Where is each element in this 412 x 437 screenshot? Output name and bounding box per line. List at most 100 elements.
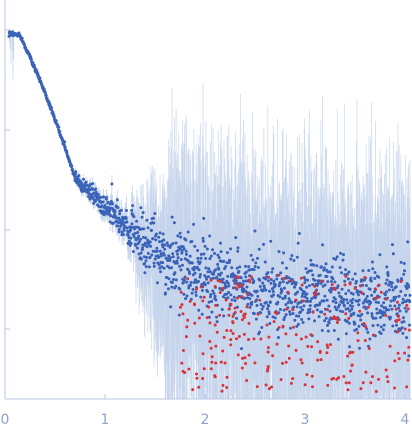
data-point [368,287,372,291]
data-point [357,324,361,328]
data-point [234,236,238,240]
data-point [327,321,331,325]
data-point [44,93,48,97]
outlier-point [316,358,320,362]
data-point [106,200,110,204]
outlier-point [245,378,249,382]
data-point [296,241,300,245]
data-point [373,276,377,280]
data-point [116,224,120,228]
outlier-point [397,314,401,318]
outlier-point [275,312,279,316]
data-point [100,204,104,208]
data-point [245,285,249,289]
data-point [210,299,214,303]
data-point [121,221,125,225]
data-point [137,234,141,238]
data-point [166,287,170,291]
data-point [122,228,126,232]
outlier-point [346,388,350,392]
data-point [184,249,188,253]
outlier-point [326,383,330,387]
outlier-point [223,361,227,365]
outlier-point [284,332,288,336]
data-point [203,283,207,287]
data-point [127,239,131,243]
data-point [297,314,301,318]
outlier-point [213,323,217,327]
data-point [129,228,133,232]
data-point [326,270,330,274]
data-point [219,271,223,275]
data-point [315,308,319,312]
outlier-point [218,279,222,283]
outlier-point [407,328,411,332]
data-point [382,301,386,305]
data-point [219,241,223,245]
data-point [301,321,305,325]
data-point [333,297,337,301]
data-point [236,246,240,250]
x-tick-label: 0 [1,412,10,428]
data-point [159,270,163,274]
data-point [401,316,405,320]
data-point [245,296,249,300]
outlier-point [350,363,354,367]
data-point [152,221,156,225]
data-point [143,271,147,275]
outlier-point [397,357,401,361]
outlier-point [271,354,275,358]
outlier-point [180,303,184,307]
data-point [147,265,151,269]
outlier-point [266,367,270,371]
outlier-point [396,330,400,334]
data-point [174,278,178,282]
data-point [322,268,326,272]
data-point [108,209,112,213]
data-point [384,306,388,310]
data-point [228,258,232,262]
data-point [227,284,231,288]
data-point [326,280,330,284]
outlier-point [282,276,286,280]
outlier-point [221,349,225,353]
data-point [170,285,174,289]
data-point [74,170,78,174]
data-point [198,275,202,279]
outlier-point [275,342,279,346]
data-point [157,255,161,259]
data-point [186,230,190,234]
data-point [119,208,123,212]
outlier-point [243,315,247,319]
data-point [400,326,404,330]
outlier-point [243,356,247,360]
data-point [96,192,100,196]
outlier-point [202,295,206,299]
data-point [110,182,114,186]
data-point [142,255,146,259]
data-point [141,235,145,239]
data-point [214,268,218,272]
outlier-point [289,381,293,385]
data-point [391,324,395,328]
data-point [309,299,313,303]
data-point [295,305,299,309]
data-point [287,276,291,280]
data-point [290,300,294,304]
data-point [244,275,248,279]
outlier-point [252,337,256,341]
data-point [149,229,153,233]
data-point [192,222,196,226]
outlier-point [343,283,347,287]
error-bars [9,28,411,399]
data-point [125,209,129,213]
data-point [265,315,269,319]
data-point [132,235,136,239]
data-point [7,34,11,38]
data-point [131,204,135,208]
data-point [168,245,172,249]
data-point [174,241,178,245]
data-point [82,177,86,181]
outlier-point [184,335,188,339]
outlier-point [348,282,352,286]
